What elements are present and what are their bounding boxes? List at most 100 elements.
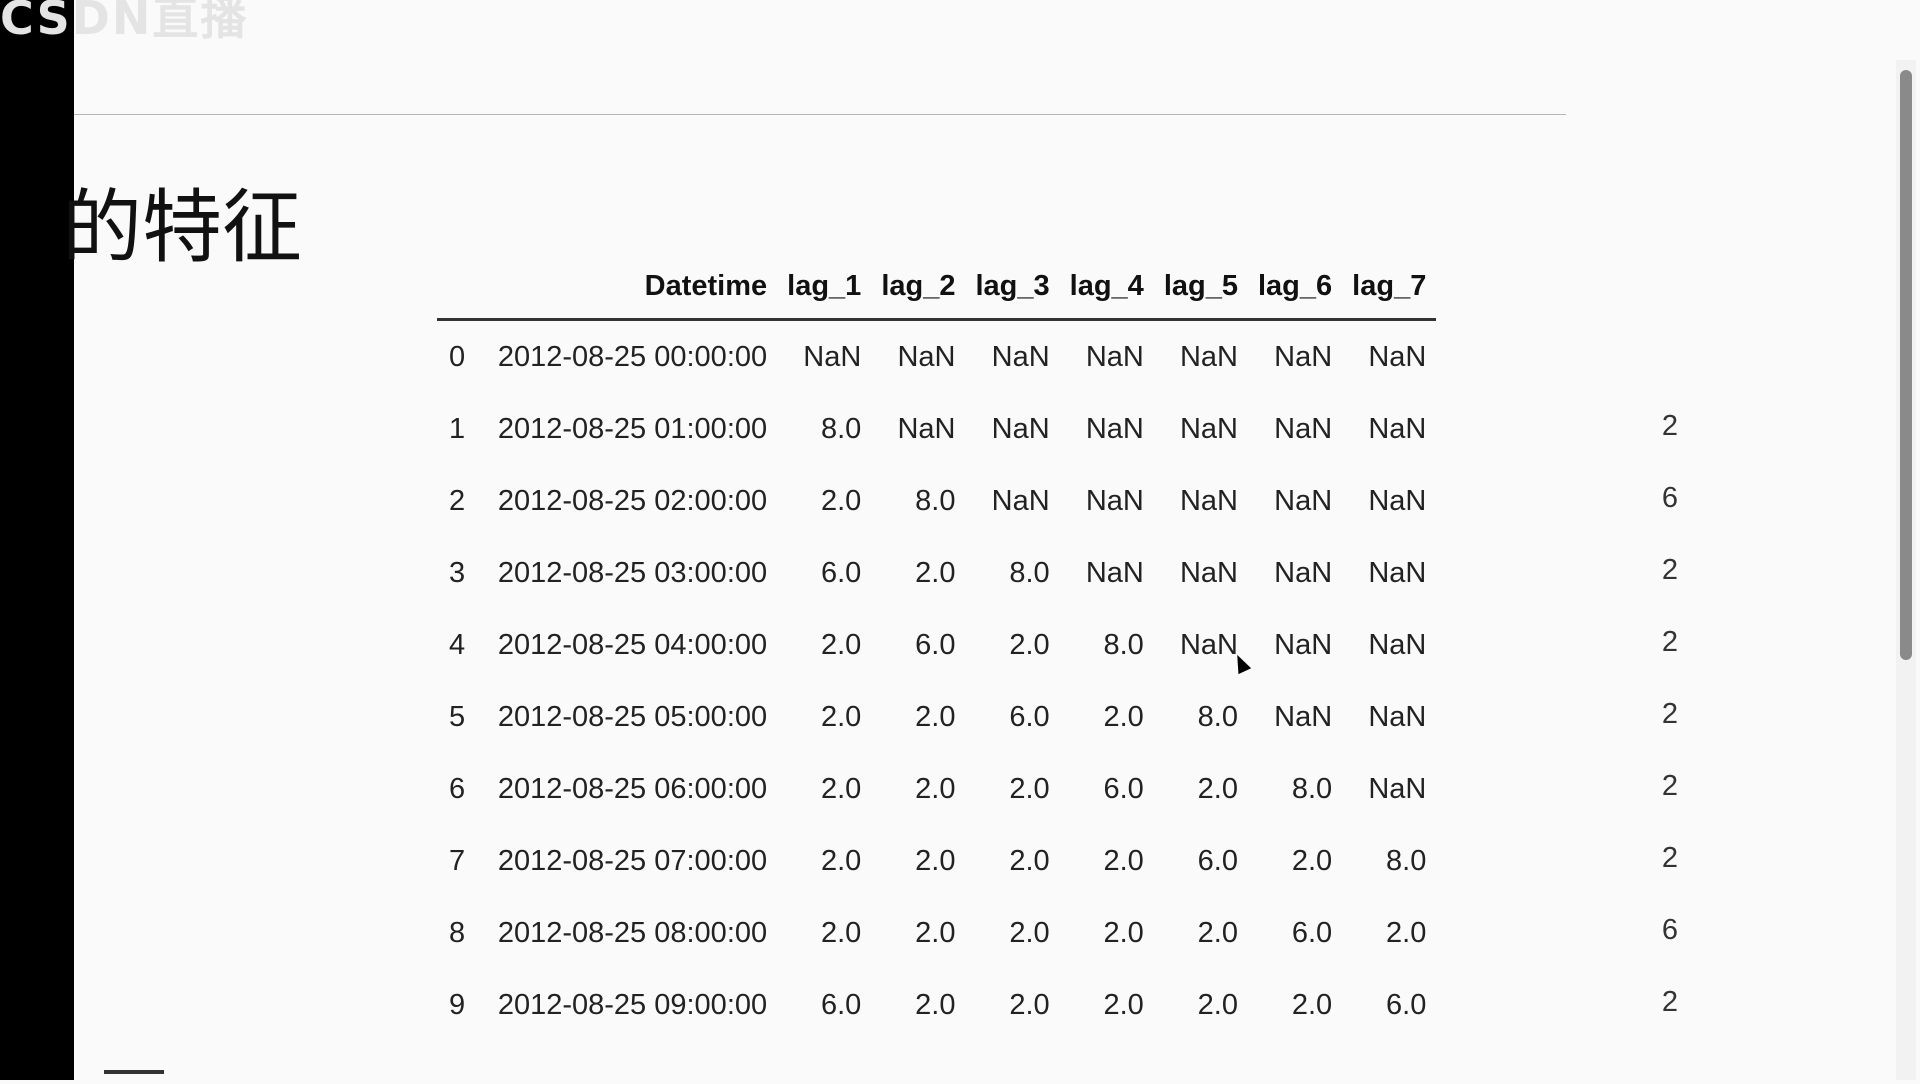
lag-cell: NaN: [1085, 340, 1144, 373]
row-index: 6: [449, 772, 466, 805]
row-index: 9: [449, 988, 466, 1021]
lag-cell: 6.0: [1386, 988, 1427, 1021]
lag-cell: 8.0: [1291, 772, 1333, 805]
column-header-lag_3: lag_3: [975, 269, 1050, 302]
lag-cell: 2.0: [1103, 916, 1144, 949]
lag-cell: NaN: [1368, 772, 1427, 805]
lag-cell: 2.0: [1386, 916, 1427, 949]
lag-cell: NaN: [991, 412, 1050, 445]
lag-cell: 2.0: [1291, 844, 1333, 877]
lag-cell: NaN: [1368, 340, 1427, 373]
lag-cell: NaN: [803, 340, 862, 373]
truncated-cell: 2: [1661, 698, 1679, 730]
lag-cell: 2.0: [915, 988, 956, 1021]
index-header: [437, 254, 479, 320]
lag-cell: NaN: [1179, 484, 1238, 517]
lag-cell: NaN: [1368, 628, 1427, 661]
lag-cell: 2.0: [915, 916, 956, 949]
dataframe-output: Datetime lag_1 lag_2 lag_3 lag_4 lag_5 lag_6 la…: [437, 254, 1567, 1044]
lag-cell: 6.0: [1009, 700, 1050, 733]
column-header-lag_4: lag_4: [1069, 269, 1144, 302]
lag-cell: 8.0: [1386, 844, 1427, 877]
lag-cell: 2.0: [820, 700, 862, 733]
datetime-cell: 2012-08-25 08:00:00: [497, 916, 768, 949]
datetime-cell: 2012-08-25 03:00:00: [497, 556, 768, 589]
lag-cell: NaN: [1368, 700, 1427, 733]
row-index: 2: [449, 484, 466, 517]
lag-cell: 2.0: [915, 772, 956, 805]
table-row: 0 2012-08-25 00:00:00 NaN NaN NaN NaN NaN NaN Na…: [437, 320, 1436, 394]
column-header-lag_2: lag_2: [881, 269, 956, 302]
lag-cell: 2.0: [1103, 700, 1144, 733]
lag-cell: NaN: [1085, 556, 1144, 589]
lag-cell: NaN: [1179, 628, 1238, 661]
truncated-cell: 2: [1661, 770, 1679, 802]
lag-cell: NaN: [1368, 412, 1427, 445]
row-index: 7: [449, 844, 466, 877]
row-index: 8: [449, 916, 466, 949]
lag-cell: 2.0: [820, 628, 862, 661]
row-index: 4: [449, 628, 466, 661]
table-row: 7 2012-08-25 07:00:00 2.0 2.0 2.0 2.0 6.0 2.0 8.…: [437, 825, 1436, 897]
datetime-cell: 2012-08-25 06:00:00: [497, 772, 768, 805]
column-header-lag_6: lag_6: [1258, 269, 1333, 302]
column-header-lag_1: lag_1: [787, 269, 862, 302]
table-row: 4 2012-08-25 04:00:00 2.0 6.0 2.0 8.0 NaN NaN Na…: [437, 609, 1436, 681]
truncated-cell: 2: [1661, 554, 1679, 586]
lag-cell: NaN: [1274, 412, 1333, 445]
datetime-cell: 2012-08-25 07:00:00: [497, 844, 768, 877]
lag-cell: NaN: [1274, 700, 1333, 733]
truncated-cell: 2: [1661, 626, 1679, 658]
table-header-row: Datetime lag_1 lag_2 lag_3 lag_4 lag_5 lag_6 la…: [437, 254, 1437, 320]
lag-cell: 2.0: [915, 844, 956, 877]
lag-cell: 6.0: [820, 556, 862, 589]
lag-cell: NaN: [897, 340, 956, 373]
lag-cell: 2.0: [1103, 988, 1144, 1021]
lag-cell: 2.0: [820, 916, 862, 949]
lag-cell: NaN: [1179, 556, 1238, 589]
lag-cell: NaN: [1368, 556, 1427, 589]
column-header-datetime: Datetime: [644, 269, 768, 302]
lag-cell: NaN: [1179, 340, 1238, 373]
truncated-cell: [1650, 318, 1690, 390]
lag-cell: 6.0: [1197, 844, 1238, 877]
datetime-cell: 2012-08-25 01:00:00: [497, 412, 768, 445]
datetime-cell: 2012-08-25 02:00:00: [497, 484, 768, 517]
lag-cell: 8.0: [1009, 556, 1050, 589]
lag-cell: 2.0: [1291, 988, 1333, 1021]
lag-cell: 2.0: [1009, 844, 1050, 877]
lag-cell: NaN: [1274, 340, 1333, 373]
truncated-cell: 2: [1661, 986, 1679, 1018]
lag-cell: 2.0: [1009, 988, 1050, 1021]
lag-cell: 2.0: [1103, 844, 1144, 877]
lag-cell: 8.0: [1103, 628, 1144, 661]
row-index: 3: [449, 556, 466, 589]
lag-cell: 2.0: [1009, 916, 1050, 949]
table-row: 5 2012-08-25 05:00:00 2.0 2.0 6.0 2.0 8.0 NaN Na…: [437, 681, 1436, 753]
lag-cell: NaN: [1274, 628, 1333, 661]
slide-heading: 的特征: [62, 181, 302, 274]
column-header-lag_7: lag_7: [1352, 269, 1427, 302]
lag-cell: 2.0: [1197, 916, 1238, 949]
lag-cell: 6.0: [1291, 916, 1333, 949]
table-body: 0 2012-08-25 00:00:00 NaN NaN NaN NaN NaN NaN Na…: [437, 320, 1436, 1042]
lag-cell: 8.0: [915, 484, 956, 517]
lag-cell: 2.0: [820, 772, 862, 805]
row-index: 1: [449, 412, 466, 445]
lag-cell: 8.0: [1197, 700, 1238, 733]
lag-cell: 8.0: [820, 412, 862, 445]
dataframe-table: Datetime lag_1 lag_2 lag_3 lag_4 lag_5 lag_6 la…: [437, 254, 1437, 1042]
truncated-cell: 6: [1661, 482, 1679, 514]
lag-cell: NaN: [1368, 484, 1427, 517]
lag-cell: NaN: [897, 412, 956, 445]
table-row: 6 2012-08-25 06:00:00 2.0 2.0 2.0 6.0 2.0 8.0 Na…: [437, 753, 1436, 825]
lag-cell: 2.0: [820, 844, 862, 877]
scrollbar-thumb[interactable]: [1900, 70, 1912, 660]
truncated-column: 2 6 2 2 2 2 2 6 2: [1650, 318, 1690, 1038]
column-header-lag_5: lag_5: [1163, 269, 1238, 302]
lag-cell: NaN: [1085, 484, 1144, 517]
lag-cell: 6.0: [915, 628, 956, 661]
datetime-cell: 2012-08-25 00:00:00: [497, 340, 768, 373]
lag-cell: NaN: [1274, 484, 1333, 517]
datetime-cell: 2012-08-25 04:00:00: [497, 628, 768, 661]
